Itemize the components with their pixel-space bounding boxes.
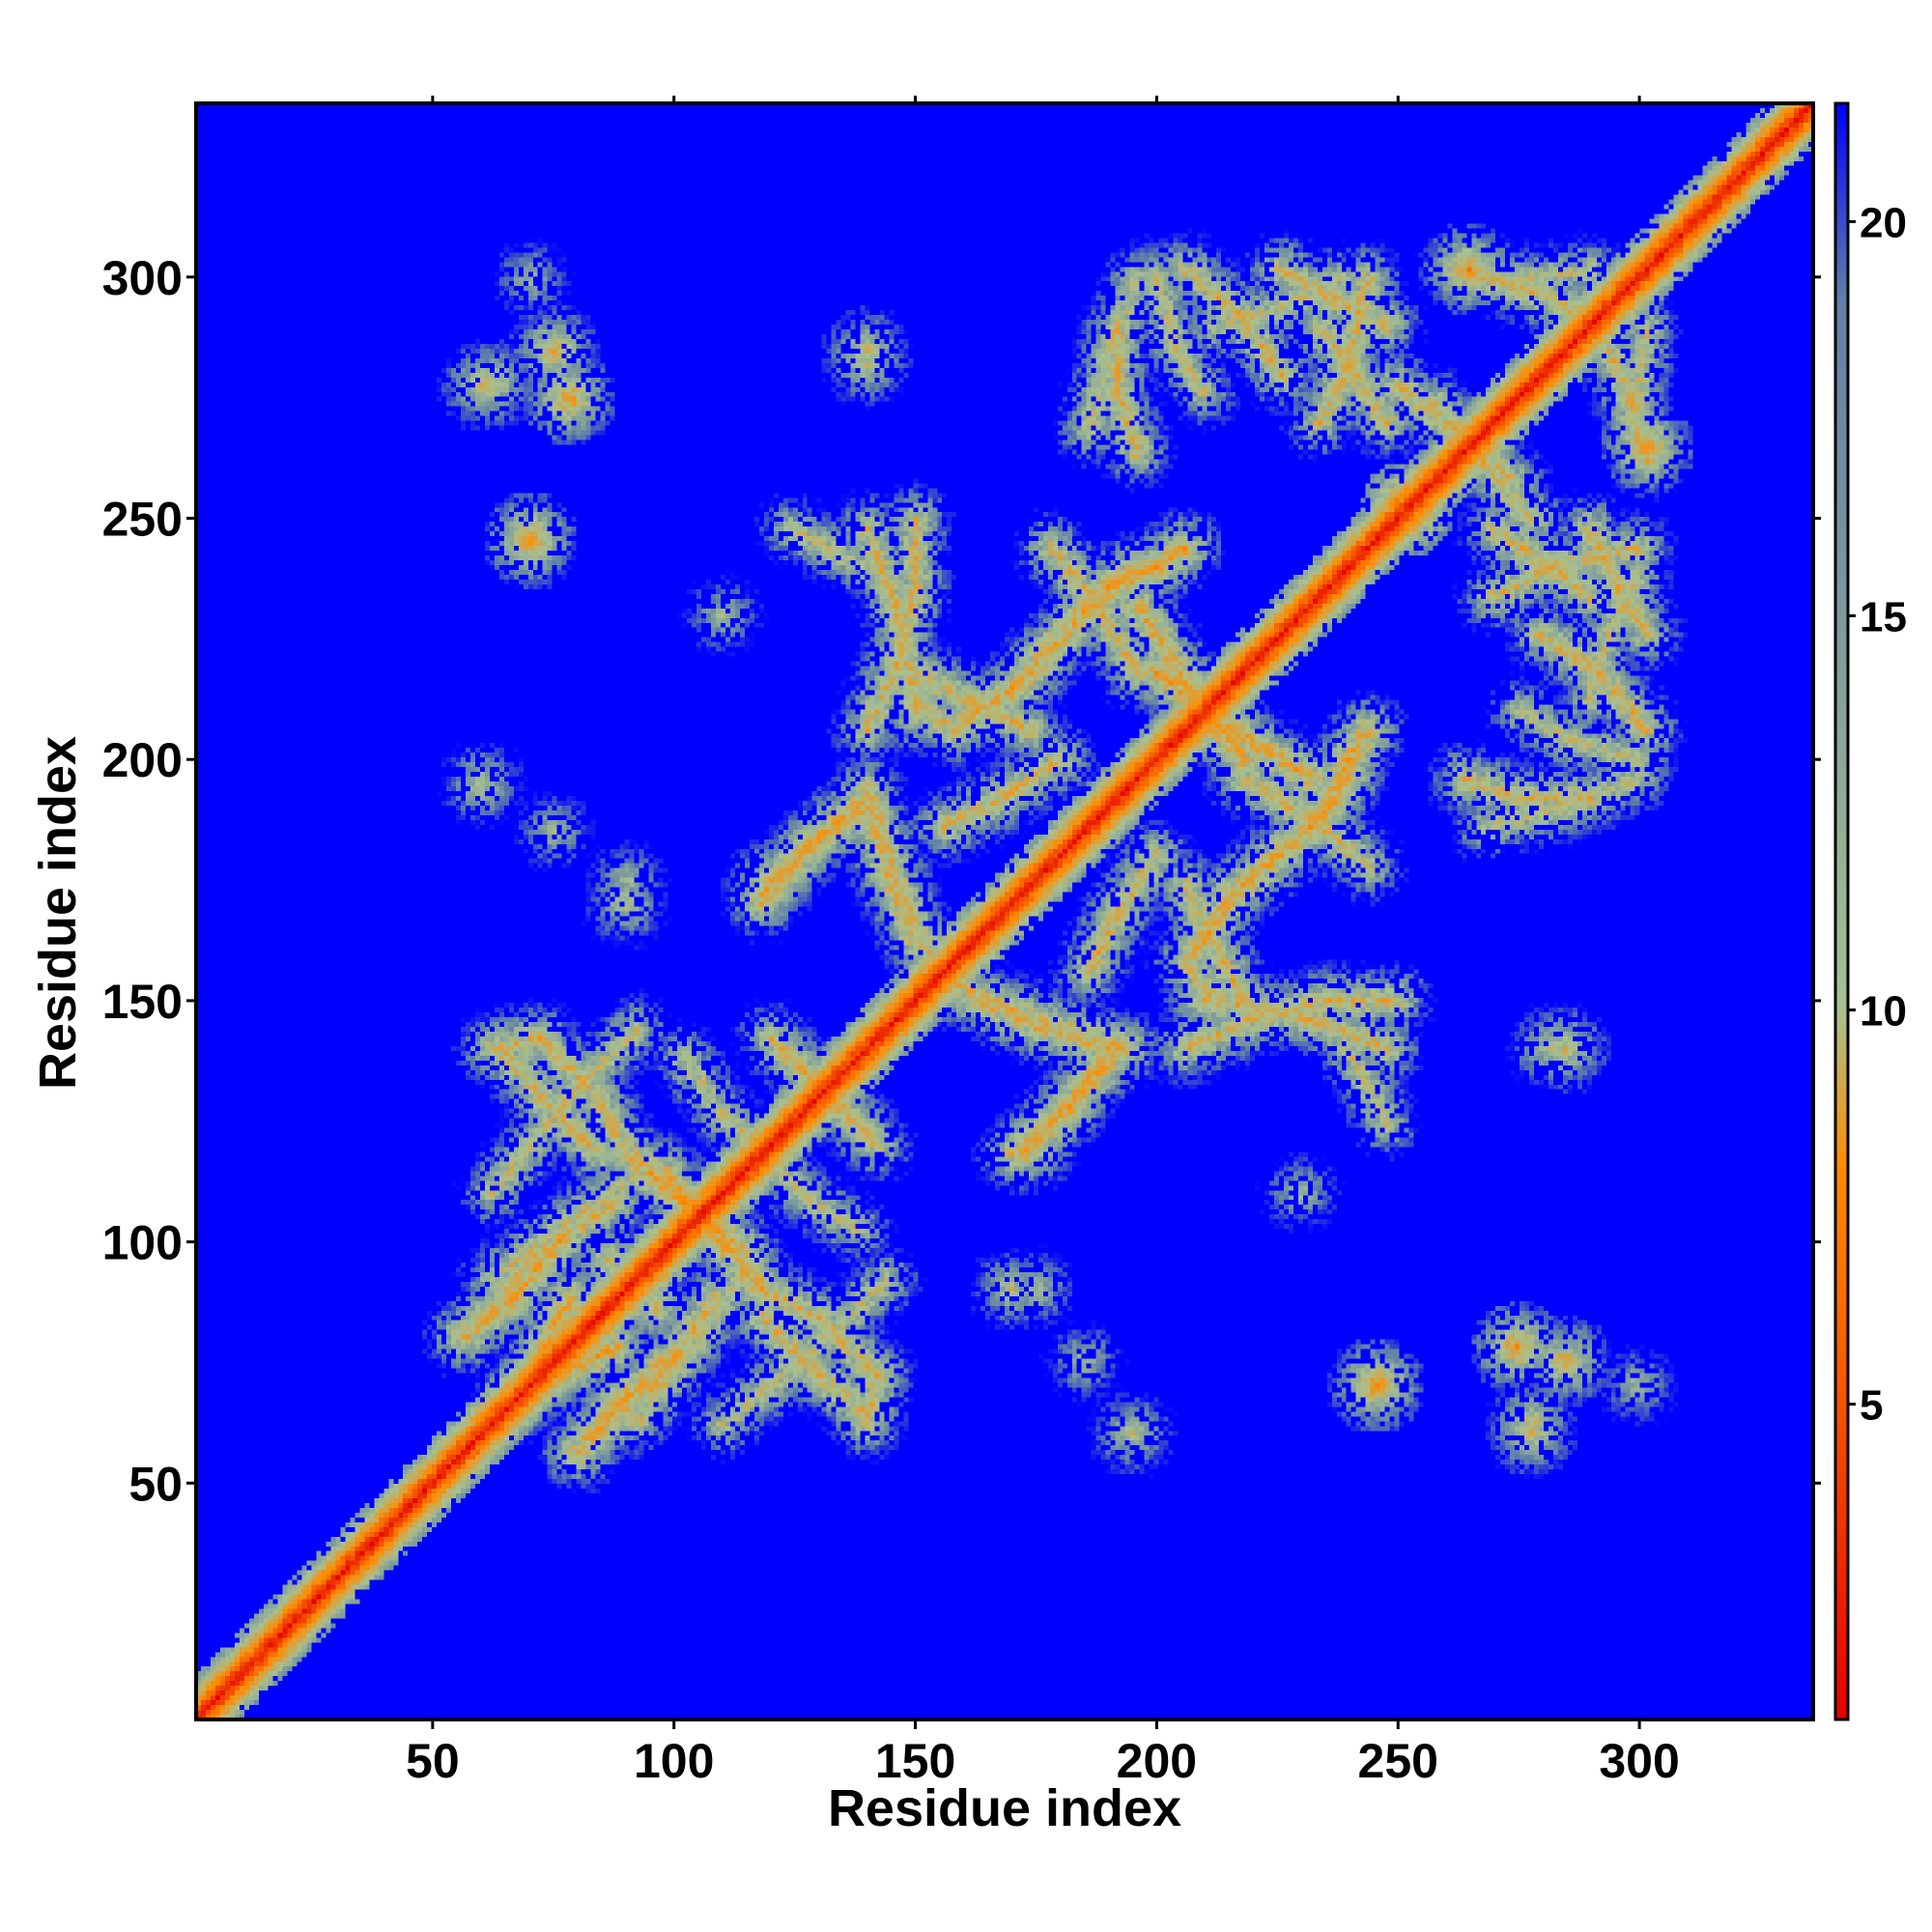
- colorbar-ticks: 5 10 15 20: [1848, 199, 1907, 1430]
- x-axis: 50 100 150 200 250 300: [406, 96, 1680, 1788]
- colorbar-tick-label: 5: [1860, 1382, 1883, 1430]
- x-tick-label: 250: [1358, 1734, 1438, 1788]
- x-axis-title: Residue index: [828, 1779, 1181, 1837]
- x-tick-label: 200: [1117, 1734, 1197, 1788]
- x-tick-label: 150: [875, 1734, 955, 1788]
- y-tick-label: 200: [102, 733, 183, 787]
- y-tick-label: 250: [102, 492, 183, 546]
- x-tick-label: 300: [1599, 1734, 1679, 1788]
- y-tick-label: 150: [102, 975, 183, 1029]
- colorbar-bar: [1835, 103, 1848, 1719]
- colorbar: 5 10 15 20: [1833, 101, 1907, 1721]
- colorbar-tick-label: 15: [1860, 593, 1907, 640]
- y-axis: 50 100 150 200 250 300: [102, 251, 1821, 1511]
- y-axis-title: Residue index: [29, 736, 87, 1090]
- plot-frame: [194, 101, 1815, 1721]
- heatmap-cells: [196, 103, 1813, 1719]
- y-tick-label: 100: [102, 1216, 183, 1270]
- y-tick-label: 300: [102, 251, 183, 305]
- colorbar-frame: [1833, 101, 1850, 1721]
- heatmap-image: [196, 103, 1813, 1719]
- colorbar-tick-label: 10: [1860, 988, 1907, 1036]
- y-tick-label: 50: [128, 1457, 183, 1511]
- x-tick-label: 50: [406, 1734, 460, 1788]
- x-tick-label: 100: [634, 1734, 714, 1788]
- colorbar-tick-label: 20: [1860, 199, 1907, 246]
